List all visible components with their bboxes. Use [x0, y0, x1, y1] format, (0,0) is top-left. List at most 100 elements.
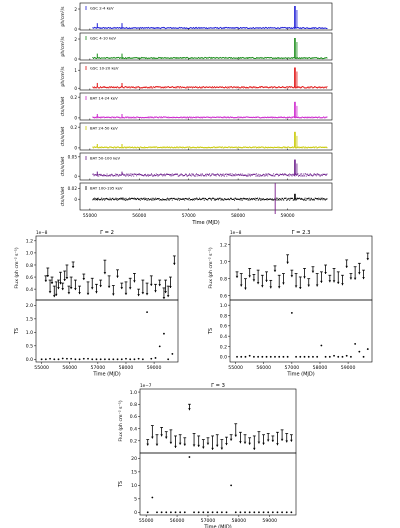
data-point	[151, 86, 152, 88]
data-point	[283, 27, 285, 29]
data-point	[152, 87, 154, 89]
data-point	[99, 87, 101, 89]
data-point	[157, 198, 159, 200]
data-point	[272, 116, 274, 118]
data-point	[267, 146, 269, 148]
data-point	[248, 146, 250, 148]
data-point	[216, 86, 218, 88]
data-point	[309, 175, 311, 177]
data-point	[126, 26, 128, 28]
data-point	[284, 146, 286, 148]
data-point	[195, 116, 197, 118]
data-point	[312, 147, 314, 149]
data-point	[279, 146, 281, 148]
data-point	[269, 27, 271, 29]
data-point	[312, 57, 314, 59]
data-point	[239, 197, 241, 199]
data-point	[158, 56, 160, 58]
data-point	[190, 198, 192, 200]
data-point	[114, 198, 116, 200]
data-point	[149, 198, 151, 200]
data-point	[177, 146, 179, 148]
data-point	[148, 117, 150, 119]
data-point	[150, 198, 152, 200]
data-point	[161, 58, 163, 60]
data-point	[268, 147, 270, 149]
data-point	[234, 86, 236, 88]
data-point	[314, 86, 316, 88]
data-point	[313, 173, 315, 175]
data-point	[197, 56, 199, 58]
data-point	[108, 57, 110, 59]
data-point	[198, 117, 200, 119]
data-point	[207, 27, 209, 29]
data-point	[171, 146, 173, 148]
data-point	[189, 86, 191, 88]
data-point	[222, 86, 224, 88]
data-point	[286, 57, 288, 59]
data-point	[311, 116, 313, 118]
data-point	[119, 27, 120, 29]
data-point	[229, 174, 231, 176]
data-point	[285, 146, 287, 148]
data-point	[106, 198, 108, 200]
data-point	[243, 146, 245, 148]
data-point	[266, 27, 268, 29]
data-point	[138, 199, 139, 201]
data-point	[305, 57, 307, 59]
data-point	[304, 116, 306, 118]
data-point	[136, 57, 138, 59]
ts-point	[141, 358, 144, 361]
y-tick-label: 2	[74, 7, 77, 12]
data-point	[171, 199, 173, 201]
data-point	[109, 117, 111, 119]
ts-point	[197, 511, 200, 514]
data-point	[288, 27, 289, 29]
data-point	[136, 175, 138, 177]
data-point	[119, 174, 120, 176]
data-point	[248, 86, 250, 88]
data-point	[143, 28, 145, 30]
data-point	[316, 87, 318, 89]
data-point	[140, 26, 142, 28]
ts-point	[154, 357, 157, 359]
data-point	[239, 116, 241, 118]
data-point	[99, 27, 101, 29]
data-point	[296, 146, 298, 148]
data-point	[92, 58, 94, 60]
data-point	[221, 86, 222, 88]
data-point	[207, 27, 209, 29]
data-point	[205, 147, 206, 149]
data-point	[318, 173, 320, 175]
data-point	[215, 175, 217, 177]
upper-limit-arrow	[349, 277, 353, 280]
data-point	[273, 175, 275, 177]
data-point	[289, 57, 291, 59]
data-point	[191, 86, 193, 88]
data-point	[149, 57, 151, 59]
data-point	[262, 27, 264, 29]
data-point	[139, 27, 141, 29]
data-point	[115, 175, 117, 177]
data-point	[202, 198, 203, 200]
data-point	[312, 117, 314, 119]
data-point	[296, 87, 298, 89]
data-point	[114, 86, 116, 88]
ts-point	[163, 332, 165, 335]
data-point	[201, 87, 203, 89]
data-point	[151, 173, 152, 175]
data-point	[130, 57, 132, 59]
data-point	[223, 27, 225, 29]
x-axis-label: Time (MJD)	[92, 372, 120, 378]
data-point	[293, 27, 295, 29]
data-point	[157, 117, 159, 119]
data-point	[218, 27, 220, 29]
upper-limit-arrow	[235, 275, 239, 278]
data-point	[135, 199, 137, 201]
data-point	[295, 57, 297, 59]
data-point	[270, 57, 272, 59]
data-point	[163, 86, 165, 88]
data-point	[187, 117, 189, 119]
data-point	[184, 87, 186, 89]
data-point	[256, 117, 257, 119]
